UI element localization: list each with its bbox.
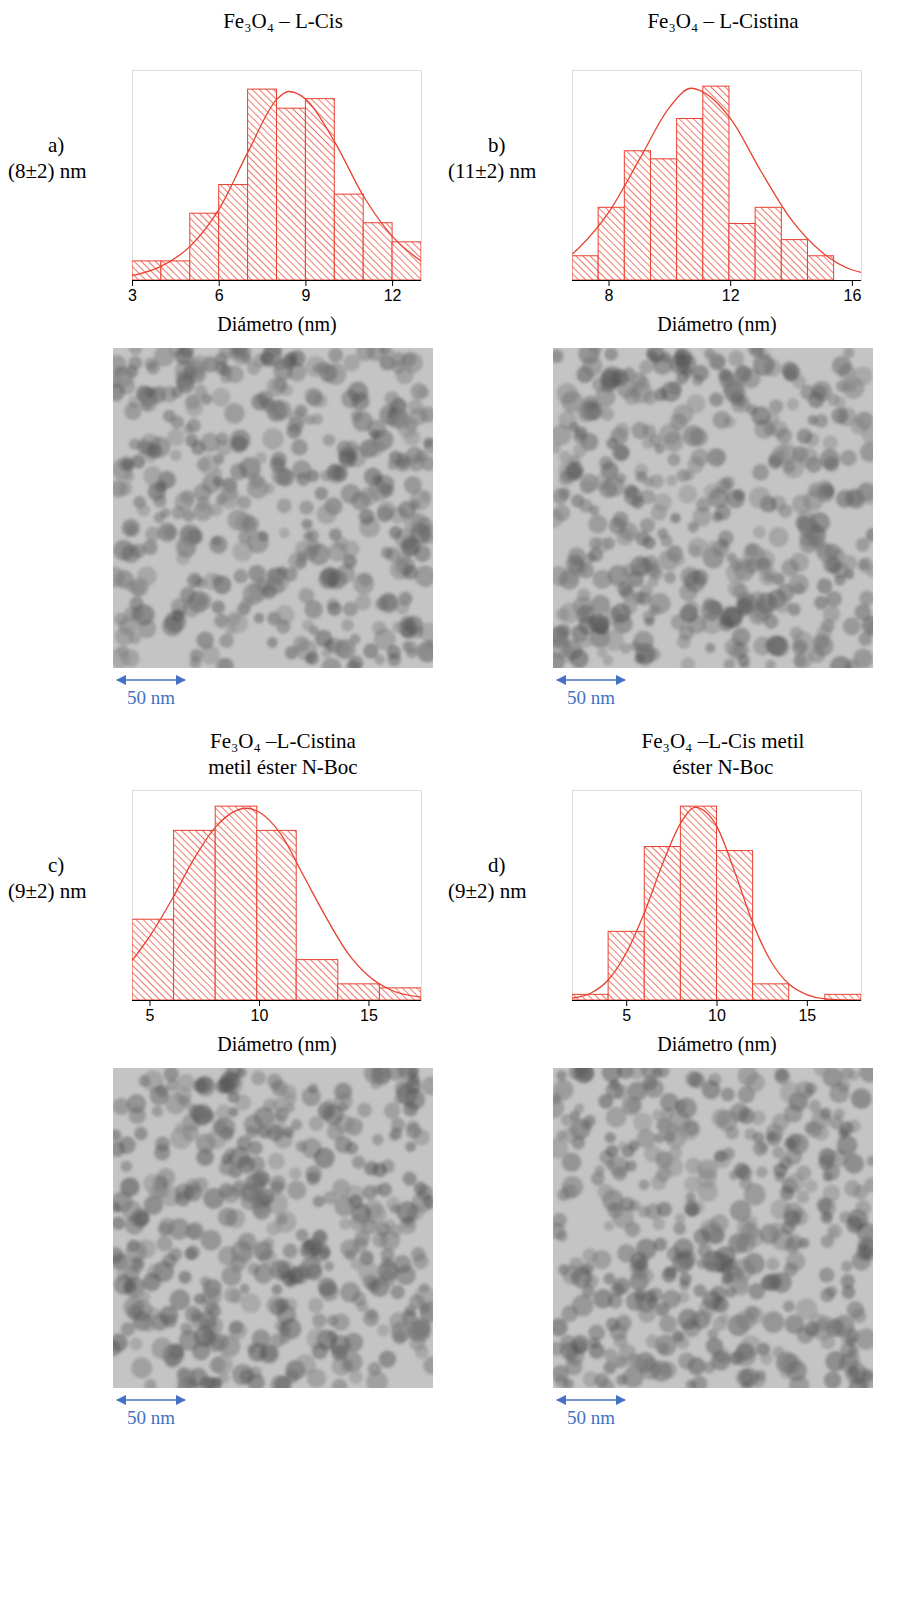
svg-text:Diámetro (nm): Diámetro (nm) — [217, 313, 336, 336]
svg-text:12: 12 — [722, 287, 740, 304]
html-text:(9±2) nm: (9±2) nm — [448, 879, 527, 903]
svg-text:Diámetro (nm): Diámetro (nm) — [657, 1033, 776, 1056]
svg-text:9: 9 — [301, 287, 310, 304]
html-text:Fe₃O₄ – L-Cistina: Fe₃O₄ – L-Cistina — [647, 9, 799, 33]
svg-text:Diámetro (nm): Diámetro (nm) — [657, 313, 776, 336]
svg-text:16: 16 — [843, 287, 861, 304]
svg-text:50 nm: 50 nm — [127, 687, 175, 708]
svg-text:10: 10 — [251, 1007, 269, 1024]
svg-text:10: 10 — [708, 1007, 726, 1024]
html-text:b): b) — [488, 133, 506, 157]
svg-text:5: 5 — [622, 1007, 631, 1024]
html-text:c): c) — [48, 853, 65, 877]
svg-text:3: 3 — [128, 287, 137, 304]
svg-text:6: 6 — [215, 287, 224, 304]
svg-text:50 nm: 50 nm — [567, 1407, 615, 1428]
svg-text:50 nm: 50 nm — [567, 687, 615, 708]
svg-text:8: 8 — [605, 287, 614, 304]
html-text:Fe₃O₄ – L-Cis: Fe₃O₄ – L-Cis — [223, 9, 343, 33]
html-text:a): a) — [48, 133, 65, 157]
svg-text:50 nm: 50 nm — [127, 1407, 175, 1428]
html-text:Fe₃O₄ –L-Cistina metil éster N: Fe₃O₄ –L-Cistina metil éster N-Boc — [208, 729, 358, 779]
svg-text:15: 15 — [798, 1007, 816, 1024]
html-text:(11±2) nm: (11±2) nm — [448, 159, 537, 183]
svg-text:Diámetro (nm): Diámetro (nm) — [217, 1033, 336, 1056]
html-text:(8±2) nm: (8±2) nm — [8, 159, 87, 183]
html-text:d): d) — [488, 853, 506, 877]
svg-text:5: 5 — [146, 1007, 155, 1024]
svg-text:12: 12 — [384, 287, 402, 304]
svg-text:15: 15 — [360, 1007, 378, 1024]
html-text:Fe₃O₄ –L-Cis metil éster N-Boc: Fe₃O₄ –L-Cis metil éster N-Boc — [641, 729, 805, 779]
html-text:(9±2) nm: (9±2) nm — [8, 879, 87, 903]
